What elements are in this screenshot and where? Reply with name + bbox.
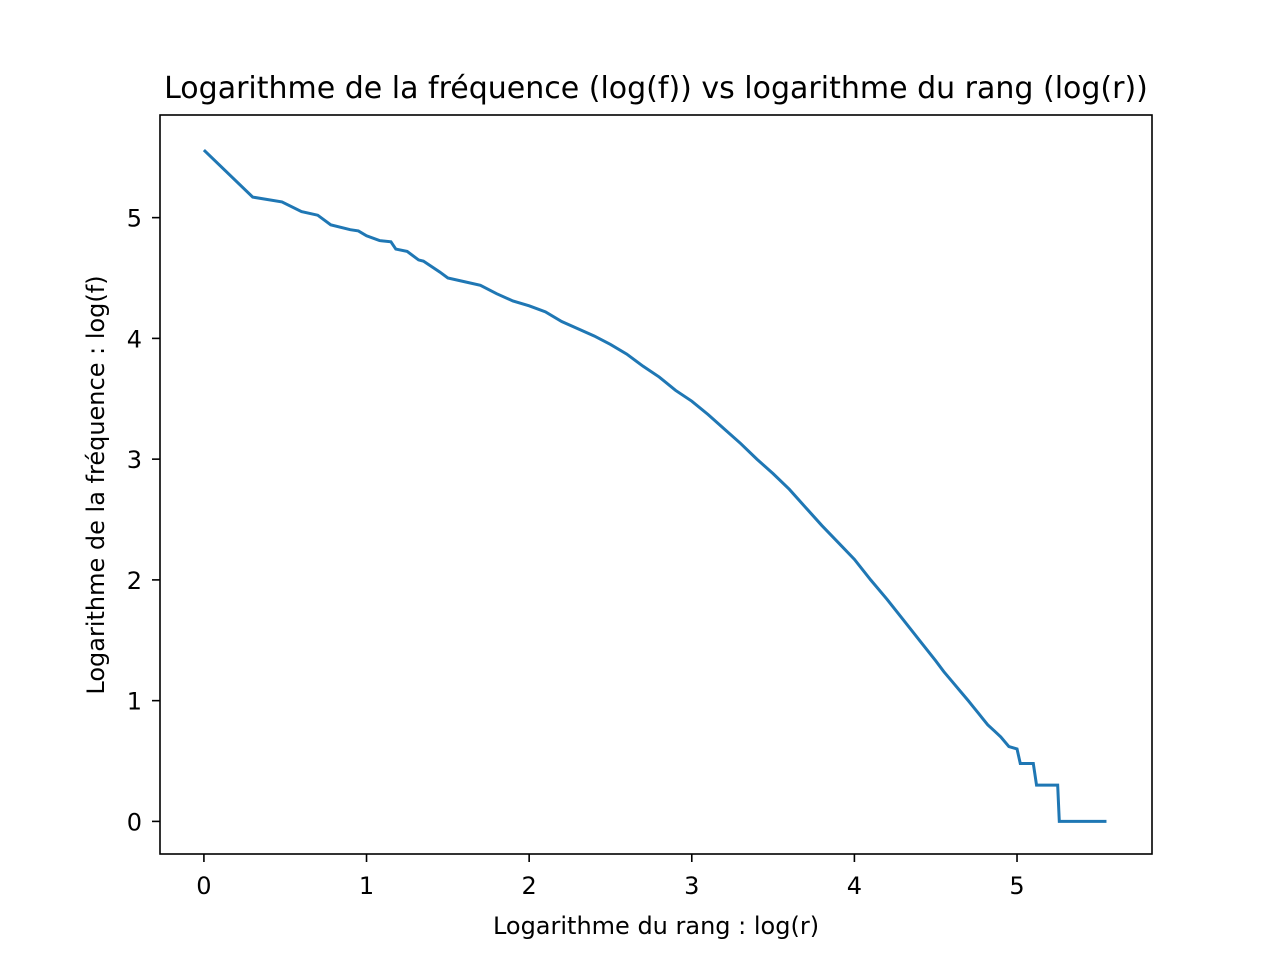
- x-tick-label: 4: [847, 872, 862, 900]
- y-tick-label: 1: [127, 688, 142, 716]
- x-tick-label: 2: [522, 872, 537, 900]
- chart-title: Logarithme de la fréquence (log(f)) vs l…: [164, 71, 1148, 106]
- x-axis-label: Logarithme du rang : log(r): [493, 912, 819, 940]
- y-tick-label: 4: [127, 325, 142, 353]
- y-tick-label: 5: [127, 205, 142, 233]
- series-line-0: [202, 148, 1107, 823]
- y-tick-label: 3: [127, 446, 142, 474]
- x-tick-label: 5: [1009, 872, 1024, 900]
- x-axis: 0 1 2 3 4 5: [196, 854, 1025, 900]
- plot-area: [202, 148, 1107, 823]
- y-axis-label: Logarithme de la fréquence : log(f): [82, 275, 110, 694]
- plot-frame: [159, 114, 1153, 855]
- x-tick-label: 0: [196, 872, 211, 900]
- y-tick-label: 2: [127, 567, 142, 595]
- x-tick-label: 1: [359, 872, 374, 900]
- x-tick-label: 3: [684, 872, 699, 900]
- y-axis: 0 1 2 3 4 5: [127, 205, 160, 836]
- y-tick-label: 0: [127, 808, 142, 836]
